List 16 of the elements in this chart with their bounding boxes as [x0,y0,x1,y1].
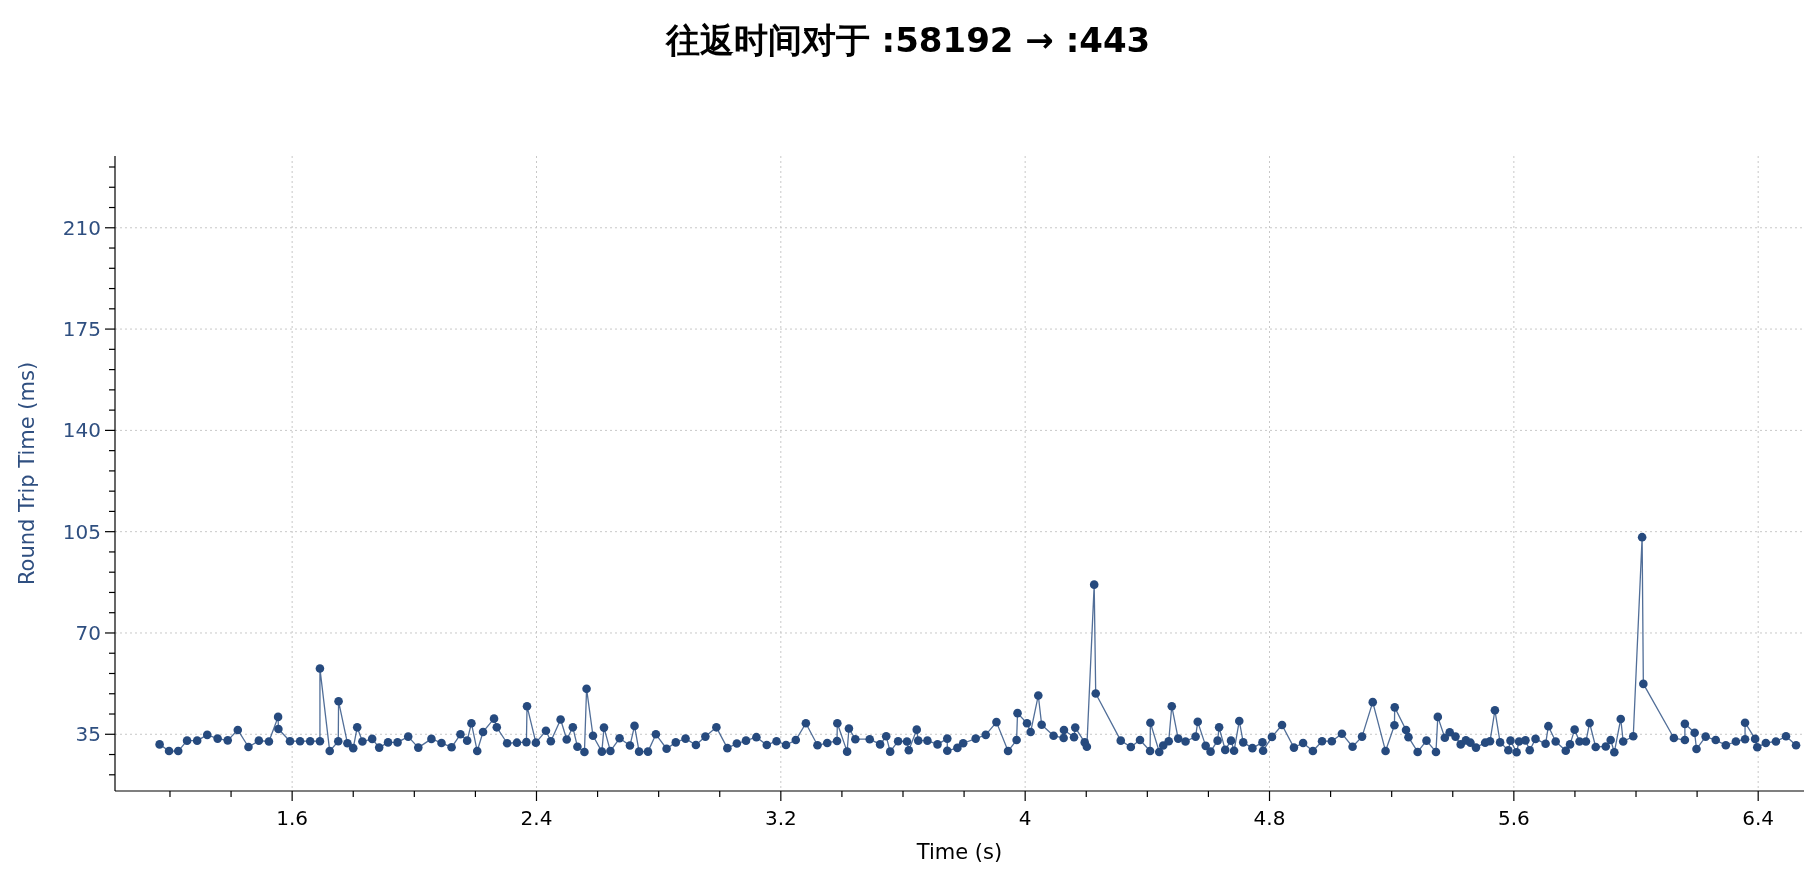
x-tick-label: 2.4 [520,806,553,830]
x-tick-label: 4 [1018,806,1032,830]
y-tick-label: 70 [75,620,101,645]
x-tick-label: 3.2 [764,806,797,830]
x-tick-label: 6.4 [1742,806,1775,830]
chart-title: 往返时间对于 :58192 → :443 [664,20,1151,60]
y-tick-label: 35 [75,722,101,747]
x-tick-label: 1.6 [276,806,309,830]
y-tick-label: 175 [62,317,101,342]
y-tick-label: 105 [62,519,101,544]
x-axis-title: Time (s) [915,840,1003,864]
y-axis-title: Round Trip Time (ms) [15,361,39,586]
y-tick-label: 210 [62,215,101,240]
x-tick-label: 4.8 [1253,806,1286,830]
x-tick-label: 5.6 [1497,806,1530,830]
y-tick-label: 140 [62,418,101,443]
